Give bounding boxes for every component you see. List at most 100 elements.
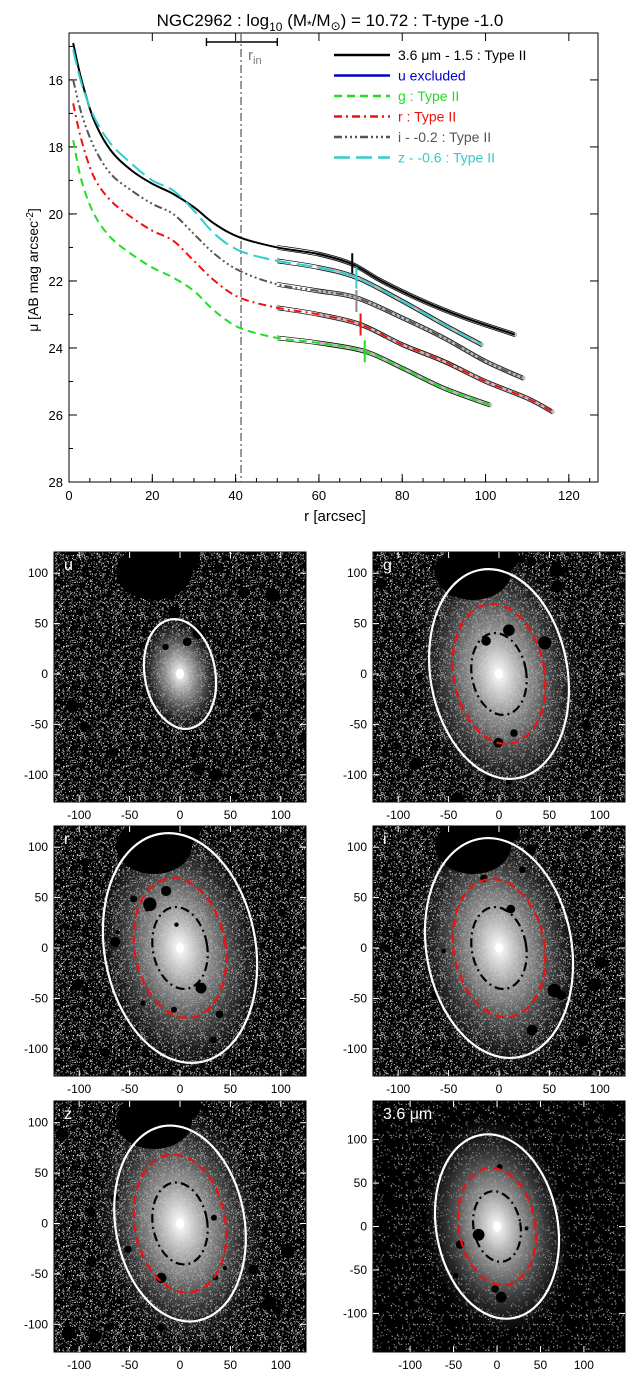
series-group bbox=[72, 42, 555, 415]
mask-star bbox=[582, 831, 590, 840]
mask-star bbox=[524, 1226, 529, 1231]
mask-star bbox=[415, 895, 420, 900]
profile-chart: NGC2962 : log10 (M*/M⊙) = 10.72 : T-type… bbox=[25, 11, 599, 525]
mask-star bbox=[525, 844, 536, 855]
series-2 bbox=[72, 103, 555, 415]
band-label: r bbox=[64, 831, 70, 848]
image-content bbox=[54, 552, 306, 802]
x-tick-label: 100 bbox=[475, 488, 497, 503]
y-label-main: μ [AB mag arcsec bbox=[25, 221, 41, 332]
x-tick-label: -100 bbox=[67, 1082, 91, 1096]
mask-star bbox=[508, 1328, 517, 1337]
series-fit-line bbox=[277, 245, 515, 333]
mask-star bbox=[394, 1313, 401, 1320]
x-tick-label: 0 bbox=[496, 1082, 503, 1096]
galaxy-core bbox=[176, 1218, 184, 1229]
legend-label: i - -0.2 : Type II bbox=[398, 129, 491, 145]
mask-star bbox=[191, 751, 198, 759]
mask-star bbox=[538, 636, 552, 650]
title-part: /M bbox=[312, 11, 331, 30]
mask-star bbox=[222, 1266, 227, 1271]
mask-star bbox=[130, 895, 138, 903]
mask-star bbox=[181, 1101, 188, 1106]
mask-star bbox=[251, 711, 263, 722]
x-tick-label: 20 bbox=[145, 488, 159, 503]
ellipse-break bbox=[451, 877, 547, 1019]
legend-label: r : Type II bbox=[398, 109, 456, 125]
x-tick-label: 40 bbox=[228, 488, 242, 503]
r-in-label: rin bbox=[248, 47, 262, 67]
image-content bbox=[373, 826, 625, 1076]
series-fit-line bbox=[277, 285, 524, 381]
mask-star bbox=[573, 911, 579, 917]
mask-star bbox=[551, 1136, 559, 1144]
x-tick-label: -50 bbox=[121, 808, 139, 822]
mask-star bbox=[388, 1166, 396, 1174]
mask-star bbox=[481, 636, 491, 646]
y-tick-label: 100 bbox=[347, 840, 367, 854]
mask-star bbox=[576, 1034, 589, 1047]
series-line bbox=[72, 42, 516, 336]
x-tick-label: 100 bbox=[271, 1082, 291, 1096]
x-tick-label: 0 bbox=[177, 808, 184, 822]
y-tick-label: -50 bbox=[350, 991, 368, 1005]
mask-star bbox=[262, 1296, 276, 1310]
x-tick-label: 100 bbox=[271, 808, 291, 822]
y-label-end: ] bbox=[25, 208, 41, 212]
y-tick-label: 0 bbox=[360, 1220, 367, 1234]
mask-star bbox=[110, 936, 121, 948]
y-tick-label: 0 bbox=[360, 667, 367, 681]
x-tick-label: 50 bbox=[224, 1358, 238, 1372]
mask-star bbox=[415, 672, 424, 681]
x-tick-label: 0 bbox=[494, 1358, 501, 1372]
mask-region bbox=[451, 552, 519, 576]
ellipse-break bbox=[451, 602, 547, 746]
y-tick-label: 50 bbox=[354, 891, 368, 905]
mask-star bbox=[549, 563, 564, 577]
x-tick-label: -100 bbox=[67, 1358, 91, 1372]
mask-star bbox=[169, 858, 178, 867]
x-tick-label: 50 bbox=[543, 808, 557, 822]
ellipse-inner bbox=[470, 631, 528, 717]
mask-star bbox=[382, 944, 391, 953]
x-tick-label: -100 bbox=[398, 1358, 422, 1372]
y-tick-label: 100 bbox=[28, 840, 48, 854]
mask-star bbox=[506, 904, 516, 914]
image-content bbox=[54, 1101, 306, 1352]
mask-region bbox=[451, 826, 519, 850]
x-tick-label: 0 bbox=[177, 1082, 184, 1096]
y-label-sup: -2 bbox=[25, 212, 36, 221]
galaxy-core bbox=[495, 943, 503, 953]
ellipse-break bbox=[132, 1153, 228, 1294]
ellipse-inner bbox=[470, 905, 528, 991]
image-panel-2: r -100 -50 0 50 100 100 50 0 -50 -100 bbox=[24, 825, 307, 1096]
ellipse-outer bbox=[101, 832, 259, 1064]
x-tick-label: 50 bbox=[543, 1082, 557, 1096]
ellipse-outer bbox=[433, 1133, 561, 1320]
x-tick-label: -50 bbox=[121, 1358, 139, 1372]
mask-star bbox=[195, 982, 207, 994]
band-label: u bbox=[64, 557, 73, 574]
mask-star bbox=[99, 1048, 109, 1057]
y-tick-label: 0 bbox=[41, 667, 48, 681]
ellipse-outer bbox=[423, 836, 575, 1060]
x-tick-label: -100 bbox=[386, 808, 410, 822]
series-line bbox=[72, 79, 524, 380]
ellipse-outer bbox=[427, 568, 571, 780]
series-error-band bbox=[316, 311, 555, 415]
y-tick-label: 50 bbox=[35, 891, 49, 905]
mask-star bbox=[231, 792, 239, 800]
ellipse-outer bbox=[142, 617, 218, 731]
mask-star bbox=[469, 860, 483, 874]
title-sub: 10 bbox=[269, 20, 283, 34]
mask-star bbox=[450, 792, 465, 802]
legend-label: u excluded bbox=[398, 68, 466, 84]
mask-star bbox=[556, 990, 566, 1000]
y-axis-label: μ [AB mag arcsec-2] bbox=[25, 208, 41, 332]
mask-star bbox=[410, 627, 418, 634]
mask-star bbox=[526, 1024, 538, 1036]
band-label: z bbox=[64, 1106, 72, 1123]
mask-star bbox=[517, 555, 526, 564]
mask-star bbox=[403, 687, 411, 696]
